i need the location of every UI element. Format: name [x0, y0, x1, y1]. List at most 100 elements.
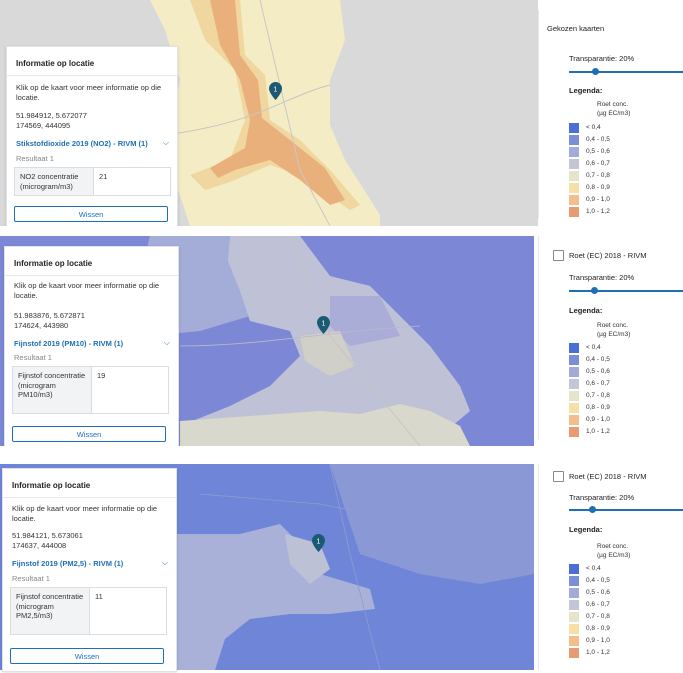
- result-label: Resultaat 1: [12, 574, 50, 583]
- map-marker-icon[interactable]: 1: [317, 316, 330, 339]
- transparency-slider[interactable]: [569, 71, 683, 73]
- divider: [7, 75, 177, 76]
- transparency-label: Transparantie: 20%: [569, 54, 635, 63]
- transparency-slider[interactable]: [569, 290, 683, 292]
- sidebar-title: Gekozen kaarten: [547, 24, 605, 33]
- legend-label: < 0,4: [586, 344, 601, 351]
- legend-unit: Roet conc. (µg EC/m3): [597, 100, 630, 118]
- chevron-down-icon[interactable]: ⌵: [161, 558, 168, 567]
- legend-swatch: [569, 648, 579, 658]
- legend-unit-line-1: Roet conc.: [597, 543, 629, 550]
- divider: [3, 497, 176, 498]
- legend-swatch: [569, 123, 579, 133]
- chevron-down-icon[interactable]: ⌵: [162, 138, 169, 147]
- layer-result-link[interactable]: Stikstofdioxide 2019 (NO2) - RIVM (1): [16, 139, 148, 148]
- transparency-label: Transparantie: 20%: [569, 273, 635, 282]
- legend-unit-line-2: (µg EC/m3): [597, 110, 631, 117]
- legend-label: 0,4 - 0,5: [586, 577, 610, 584]
- legend-label: < 0,4: [586, 124, 601, 131]
- legend-title: Legenda:: [569, 86, 603, 95]
- legend-swatch: [569, 343, 579, 353]
- chosen-maps-panel: Roet (EC) 2018 - RIVM Transparantie: 20%…: [538, 464, 683, 670]
- panel-divider: [0, 226, 683, 236]
- slider-handle[interactable]: [589, 506, 596, 513]
- legend-swatch: [569, 427, 579, 437]
- legend-swatch: [569, 576, 579, 586]
- legend-swatch: [569, 612, 579, 622]
- legend-swatch: [569, 171, 579, 181]
- transparency-slider[interactable]: [569, 509, 683, 511]
- info-title: Informatie op locatie: [12, 481, 91, 490]
- info-title: Informatie op locatie: [14, 259, 93, 268]
- chosen-maps-panel: Roet (EC) 2018 - RIVM Transparantie: 20%…: [538, 236, 683, 440]
- layer-name: Roet (EC) 2018 - RIVM: [569, 472, 647, 481]
- svg-text:1: 1: [322, 321, 326, 328]
- legend-swatch: [569, 207, 579, 217]
- chosen-maps-panel: Gekozen kaarten Transparantie: 20% Legen…: [538, 10, 683, 219]
- legend-swatch: [569, 367, 579, 377]
- legend-unit-line-1: Roet conc.: [597, 101, 629, 108]
- result-label: Resultaat 1: [16, 154, 54, 163]
- result-table: NO2 concentratie (microgram/m3) 21: [14, 167, 171, 196]
- layer-checkbox[interactable]: [553, 471, 564, 482]
- legend-label: 0,5 - 0,6: [586, 148, 610, 155]
- layer-result-link[interactable]: Fijnstof 2019 (PM10) - RIVM (1): [14, 339, 124, 348]
- legend-title: Legenda:: [569, 525, 603, 534]
- layer-result-link[interactable]: Fijnstof 2019 (PM2,5) - RIVM (1): [12, 559, 124, 568]
- legend-label: < 0,4: [586, 565, 601, 572]
- clear-button[interactable]: Wissen: [10, 648, 164, 664]
- svg-text:1: 1: [317, 539, 321, 546]
- legend-label: 0,6 - 0,7: [586, 380, 610, 387]
- map-no2[interactable]: [0, 0, 538, 226]
- divider: [5, 275, 178, 276]
- layer-checkbox[interactable]: [553, 250, 564, 261]
- result-table: Fijnstof concentratie (microgram PM10/m3…: [12, 366, 169, 414]
- result-key: NO2 concentratie (microgram/m3): [14, 167, 94, 196]
- legend-swatch: [569, 147, 579, 157]
- coord-latlon: 51.983876, 5.672871: [14, 311, 85, 320]
- map-marker-icon[interactable]: 1: [312, 534, 325, 557]
- slider-handle[interactable]: [592, 68, 599, 75]
- legend-swatch: [569, 379, 579, 389]
- clear-button[interactable]: Wissen: [14, 206, 168, 222]
- legend-label: 1,0 - 1,2: [586, 649, 610, 656]
- legend-swatch: [569, 600, 579, 610]
- transparency-label: Transparantie: 20%: [569, 493, 635, 502]
- legend-swatch: [569, 624, 579, 634]
- legend-title: Legenda:: [569, 306, 603, 315]
- table-row: Fijnstof concentratie (microgram PM2,5/m…: [10, 587, 167, 635]
- chevron-down-icon[interactable]: ⌵: [163, 338, 170, 347]
- slider-handle[interactable]: [591, 287, 598, 294]
- legend-label: 1,0 - 1,2: [586, 428, 610, 435]
- result-value: 19: [91, 366, 169, 414]
- info-panel: Informatie op locatie Klik op de kaart v…: [2, 468, 177, 672]
- result-label: Resultaat 1: [14, 353, 52, 362]
- info-description: Klik op de kaart voor meer informatie op…: [16, 83, 162, 102]
- legend-swatch: [569, 403, 579, 413]
- coord-rd: 174569, 444095: [16, 121, 71, 130]
- legend-label: 0,5 - 0,6: [586, 368, 610, 375]
- legend-label: 0,6 - 0,7: [586, 160, 610, 167]
- result-table: Fijnstof concentratie (microgram PM2,5/m…: [10, 587, 167, 635]
- legend-label: 0,6 - 0,7: [586, 601, 610, 608]
- legend-swatch: [569, 135, 579, 145]
- svg-text:1: 1: [274, 87, 278, 94]
- legend-unit-line-2: (µg EC/m3): [597, 552, 631, 559]
- legend-label: 0,9 - 1,0: [586, 196, 610, 203]
- legend-label: 0,8 - 0,9: [586, 184, 610, 191]
- legend-label: 0,5 - 0,6: [586, 589, 610, 596]
- legend-swatch: [569, 564, 579, 574]
- result-key: Fijnstof concentratie (microgram PM10/m3…: [12, 366, 92, 414]
- coord-rd: 174637, 444008: [12, 541, 67, 550]
- legend-unit: Roet conc. (µg EC/m3): [597, 542, 630, 560]
- coord-rd: 174624, 443980: [14, 321, 69, 330]
- table-row: Fijnstof concentratie (microgram PM10/m3…: [12, 366, 169, 414]
- legend-unit-line-1: Roet conc.: [597, 322, 629, 329]
- clear-button[interactable]: Wissen: [12, 426, 166, 442]
- legend-label: 0,8 - 0,9: [586, 625, 610, 632]
- legend-swatch: [569, 588, 579, 598]
- map-marker-icon[interactable]: 1: [269, 82, 282, 105]
- coord-latlon: 51.984121, 5.673061: [12, 531, 83, 540]
- result-value: 11: [89, 587, 167, 635]
- legend-label: 0,9 - 1,0: [586, 416, 610, 423]
